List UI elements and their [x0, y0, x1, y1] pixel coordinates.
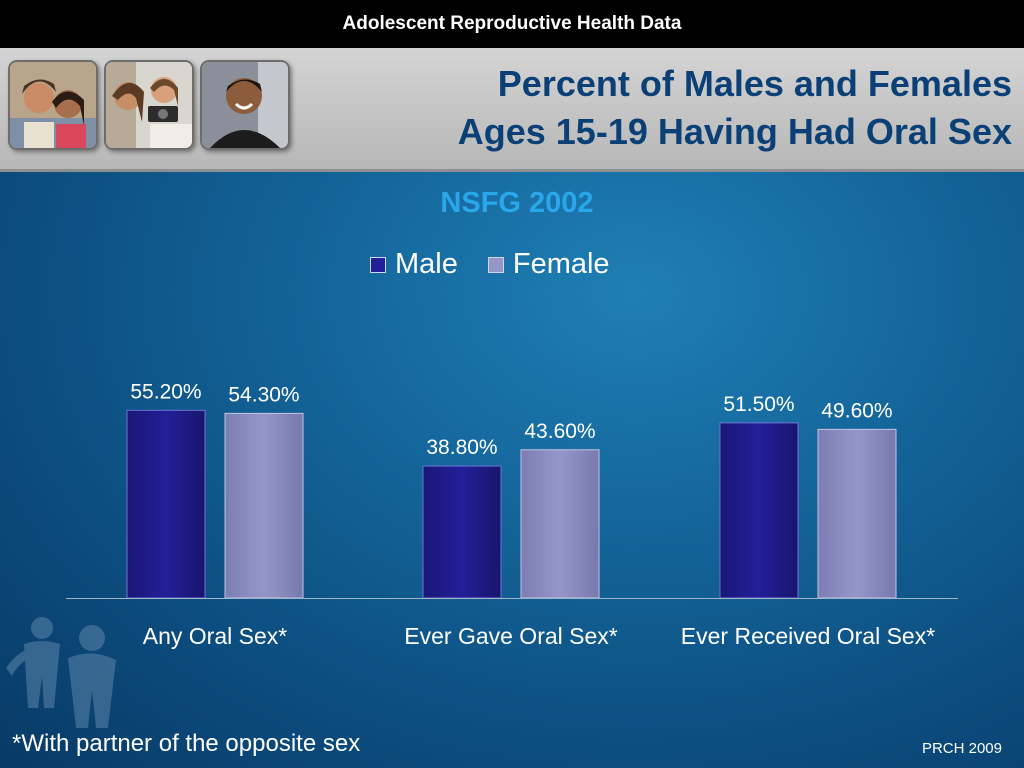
data-label-male-0: 55.20% — [130, 380, 201, 403]
bar-male-1 — [422, 465, 502, 599]
bar-male-2 — [719, 422, 799, 599]
legend-label-female: Female — [512, 248, 610, 280]
footnote: *With partner of the opposite sex — [12, 730, 361, 757]
credit: PRCH 2009 — [921, 740, 1002, 757]
slide-title: Percent of Males and Females Ages 15-19 … — [292, 60, 1012, 156]
slide-title-line-1: Percent of Males and Females — [497, 63, 1012, 104]
legend-swatch-female — [487, 256, 504, 273]
chart-subtitle: NSFG 2002 — [440, 187, 594, 219]
title-header: Percent of Males and Females Ages 15-19 … — [0, 48, 1024, 172]
top-banner: Adolescent Reproductive Health Data — [0, 0, 1024, 48]
data-label-male-1: 38.80% — [426, 436, 497, 459]
bar-female-2 — [817, 428, 897, 599]
bar-female-1 — [520, 449, 600, 599]
teen-couple-photo — [8, 60, 98, 150]
legend-label-male: Male — [395, 248, 458, 280]
category-label-2: Ever Received Oral Sex* — [681, 623, 935, 649]
bar-female-0 — [224, 412, 304, 599]
smiling-teen-photo — [200, 60, 290, 150]
category-label-1: Ever Gave Oral Sex* — [404, 623, 618, 649]
data-label-male-2: 51.50% — [723, 393, 794, 416]
legend-item-male: Male — [370, 248, 458, 281]
legend-item-female: Female — [487, 248, 610, 281]
teens-with-camera-photo — [104, 60, 194, 150]
chart-legend: Male Female — [370, 248, 610, 281]
bar-male-0 — [126, 409, 206, 599]
data-label-female-1: 43.60% — [524, 420, 595, 443]
legend-swatch-male — [370, 256, 386, 273]
slide-title-line-2: Ages 15-19 Having Had Oral Sex — [457, 111, 1012, 152]
category-label-0: Any Oral Sex* — [143, 623, 287, 649]
family-logo-watermark — [6, 617, 116, 728]
data-label-female-2: 49.60% — [821, 399, 892, 422]
data-label-female-0: 54.30% — [228, 383, 299, 406]
